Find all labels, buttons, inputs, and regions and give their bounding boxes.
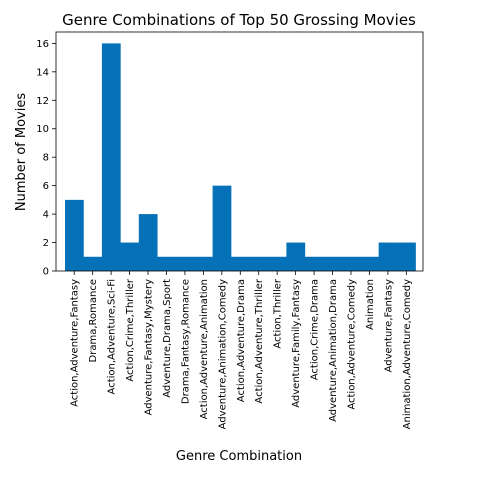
y-tick-label-5: 10 bbox=[36, 124, 49, 135]
bar-5 bbox=[157, 256, 176, 271]
x-tick-label-8: Adventure,Animation,Comedy bbox=[217, 279, 228, 429]
bars-group bbox=[65, 43, 416, 271]
chart-title: Genre Combinations of Top 50 Grossing Mo… bbox=[62, 11, 416, 29]
x-tick-label-17: Adventure,Fantasy bbox=[383, 279, 394, 372]
x-axis-ticks: Action,Adventure,Fantasy Drama,Romance Act… bbox=[70, 271, 413, 429]
y-axis-label: Number of Movies bbox=[14, 93, 29, 211]
x-tick-label-16: Animation bbox=[365, 279, 376, 330]
y-tick-label-2: 4 bbox=[43, 210, 49, 221]
x-tick-label-5: Adventure,Drama,Sport bbox=[162, 279, 173, 398]
x-tick-label-15: Action,Adventure,Comedy bbox=[346, 279, 357, 410]
y-tick-label-1: 2 bbox=[43, 238, 49, 249]
x-tick-label-13: Action,Crime,Drama bbox=[310, 279, 321, 380]
bar-7 bbox=[194, 256, 213, 271]
x-tick-label-3: Action,Crime,Thriller bbox=[125, 278, 136, 381]
x-tick-label-1: Drama,Romance bbox=[88, 279, 99, 362]
bar-15 bbox=[341, 256, 361, 271]
x-tick-label-12: Adventure,Family,Fantasy bbox=[291, 279, 302, 408]
bar-10 bbox=[249, 256, 269, 271]
x-axis-label: Genre Combination bbox=[176, 449, 302, 464]
y-axis-ticks: 0 2 4 6 8 10 12 14 16 bbox=[36, 39, 56, 278]
x-tick-label-0: Action,Adventure,Fantasy bbox=[70, 279, 81, 407]
bar-0 bbox=[65, 199, 84, 271]
bar-14 bbox=[323, 256, 343, 271]
y-tick-label-8: 16 bbox=[36, 39, 49, 50]
bar-11 bbox=[267, 256, 287, 271]
x-tick-label-14: Adventure,Animation,Drama bbox=[328, 279, 339, 422]
bar-2 bbox=[101, 43, 121, 271]
y-tick-label-6: 12 bbox=[36, 96, 49, 107]
y-tick-label-7: 14 bbox=[36, 67, 49, 78]
x-tick-label-9: Action,Adventure,Drama bbox=[236, 279, 247, 402]
x-tick-label-18: Animation,Adventure,Comedy bbox=[402, 279, 413, 429]
x-tick-label-7: Action,Adventure,Animation bbox=[199, 279, 210, 419]
bar-13 bbox=[304, 256, 324, 271]
y-tick-label-0: 0 bbox=[43, 267, 49, 278]
bar-4 bbox=[138, 214, 158, 271]
bar-16 bbox=[360, 256, 379, 271]
bar-12 bbox=[286, 242, 306, 271]
bar-17 bbox=[378, 242, 398, 271]
y-tick-label-4: 8 bbox=[43, 153, 49, 164]
x-tick-label-11: Action,Thriller bbox=[273, 278, 284, 349]
x-tick-label-6: Drama,Fantasy,Romance bbox=[180, 279, 191, 404]
bar-9 bbox=[231, 256, 250, 271]
bar-6 bbox=[175, 256, 195, 271]
y-tick-label-3: 6 bbox=[43, 181, 49, 192]
x-tick-label-2: Action,Adventure,Sci-Fi bbox=[107, 279, 118, 394]
bar-8 bbox=[212, 185, 232, 271]
bar-3 bbox=[120, 242, 140, 271]
bar-18 bbox=[397, 242, 416, 271]
bar-1 bbox=[83, 256, 103, 271]
x-tick-label-4: Adventure,Fantasy,Mystery bbox=[144, 279, 155, 415]
x-tick-label-10: Action,Adventure,Thriller bbox=[254, 278, 265, 403]
plot-frame bbox=[55, 31, 424, 272]
